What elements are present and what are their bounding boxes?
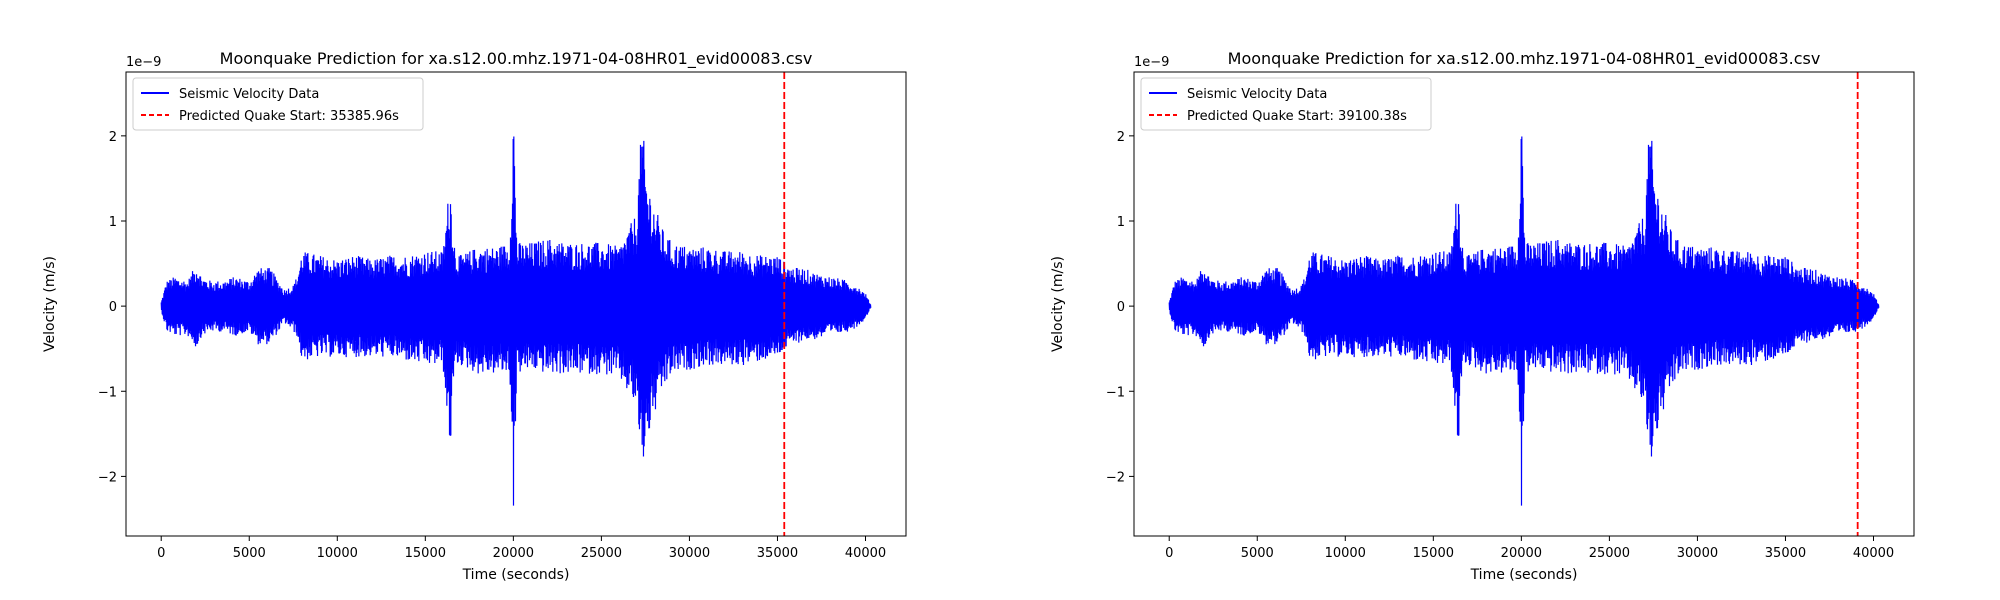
x-tick-label: 15000 — [405, 546, 446, 561]
legend-label-seismic: Seismic Velocity Data — [179, 87, 319, 102]
x-tick-label: 30000 — [669, 546, 710, 561]
x-tick-label: 30000 — [1677, 546, 1718, 561]
y-tick-label: 0 — [109, 300, 117, 315]
legend-box — [1140, 77, 1432, 131]
y-tick-label: −1 — [98, 385, 117, 400]
y-tick-label: −2 — [98, 470, 117, 485]
legend: Seismic Velocity Data Predicted Quake Sta… — [1140, 77, 1432, 131]
legend-box — [132, 77, 424, 131]
legend-label-seismic: Seismic Velocity Data — [1187, 87, 1327, 102]
chart-panel-2: 0 5000 10000 15000 20000 25000 30000 35000 40000… — [1050, 49, 1915, 583]
axes-frame — [1133, 71, 1915, 537]
chart-title: Moonquake Prediction for xa.s12.00.mhz.1… — [1228, 49, 1821, 69]
x-tick-label: 10000 — [1325, 546, 1366, 561]
seismic-velocity-trace — [1168, 136, 1880, 506]
legend: Seismic Velocity Data Predicted Quake Sta… — [132, 77, 424, 131]
y-tick-label: 2 — [1117, 130, 1125, 145]
y-tick-label: 1 — [109, 215, 117, 230]
y-axis-label: Velocity (m/s) — [1050, 256, 1066, 352]
x-tick-label: 20000 — [1501, 546, 1542, 561]
y-tick-label: −2 — [1106, 470, 1125, 485]
y-offset-text: 1e−9 — [1134, 55, 1169, 70]
x-tick-label: 35000 — [757, 546, 798, 561]
y-tick-label: 1 — [1117, 215, 1125, 230]
x-tick-label: 0 — [157, 546, 165, 561]
y-offset-text: 1e−9 — [126, 55, 161, 70]
y-axis-label: Velocity (m/s) — [42, 256, 58, 352]
legend-label-quake: Predicted Quake Start: 39100.38s — [1187, 109, 1407, 124]
x-tick-label: 15000 — [1413, 546, 1454, 561]
x-tick-label: 40000 — [1853, 546, 1894, 561]
x-tick-label: 5000 — [1241, 546, 1274, 561]
x-tick-label: 20000 — [493, 546, 534, 561]
axes-frame — [125, 71, 907, 537]
y-tick-label: −1 — [1106, 385, 1125, 400]
x-axis-label: Time (seconds) — [462, 567, 570, 583]
x-tick-label: 5000 — [233, 546, 266, 561]
x-tick-label: 25000 — [581, 546, 622, 561]
chart-panel-1: 0 5000 10000 15000 20000 25000 30000 35000 40000… — [42, 49, 907, 583]
x-tick-label: 40000 — [845, 546, 886, 561]
y-tick-label: 0 — [1117, 300, 1125, 315]
x-tick-label: 25000 — [1589, 546, 1630, 561]
seismic-velocity-trace — [160, 136, 872, 506]
legend-label-quake: Predicted Quake Start: 35385.96s — [179, 109, 399, 124]
chart-title: Moonquake Prediction for xa.s12.00.mhz.1… — [220, 49, 813, 69]
x-tick-label: 35000 — [1765, 546, 1806, 561]
x-tick-label: 10000 — [317, 546, 358, 561]
x-tick-label: 0 — [1165, 546, 1173, 561]
y-tick-label: 2 — [109, 130, 117, 145]
x-axis-label: Time (seconds) — [1470, 567, 1578, 583]
